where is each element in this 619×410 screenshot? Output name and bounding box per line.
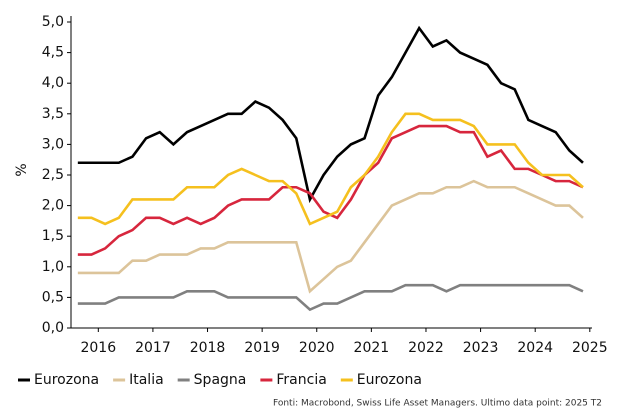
y-tick-label: 4,0 <box>42 75 64 91</box>
series-line <box>77 283 584 312</box>
y-tick-label: 0,5 <box>42 289 64 305</box>
y-tick-label: 1,5 <box>42 228 64 244</box>
y-tick-label: 1,0 <box>42 259 64 275</box>
x-tick-label: 2019 <box>244 340 280 356</box>
y-tick-label: 3,5 <box>42 106 64 122</box>
series-line <box>77 25 584 204</box>
x-tick-label: 2018 <box>190 340 226 356</box>
x-tick-label: 2022 <box>408 340 444 356</box>
x-tick-label: 2021 <box>354 340 390 356</box>
legend-label: Francia <box>276 372 326 388</box>
legend-label: Spagna <box>194 372 247 388</box>
series-line <box>77 112 584 226</box>
legend-label: Italia <box>129 372 164 388</box>
y-axis-label: % <box>14 163 30 176</box>
y-tick-label: 4,5 <box>42 45 64 61</box>
x-tick-label: 2023 <box>463 340 499 356</box>
y-tick-label: 2,0 <box>42 198 64 214</box>
y-tick-label: 0,0 <box>42 320 64 336</box>
x-tick-label: 2024 <box>517 340 553 356</box>
source-note: Fonti: Macrobond, Swiss Life Asset Manag… <box>273 399 602 409</box>
legend-label: Eurozona <box>357 372 422 388</box>
y-tick-label: 2,5 <box>42 167 64 183</box>
x-tick-label: 2017 <box>135 340 171 356</box>
legend-label: Eurozona <box>34 372 99 388</box>
y-tick-label: 3,0 <box>42 136 64 152</box>
x-tick-label: 2025 <box>572 340 608 356</box>
x-tick-label: 2020 <box>299 340 335 356</box>
y-tick-label: 5,0 <box>42 14 64 30</box>
x-tick-label: 2016 <box>80 340 116 356</box>
series-line <box>77 179 584 294</box>
